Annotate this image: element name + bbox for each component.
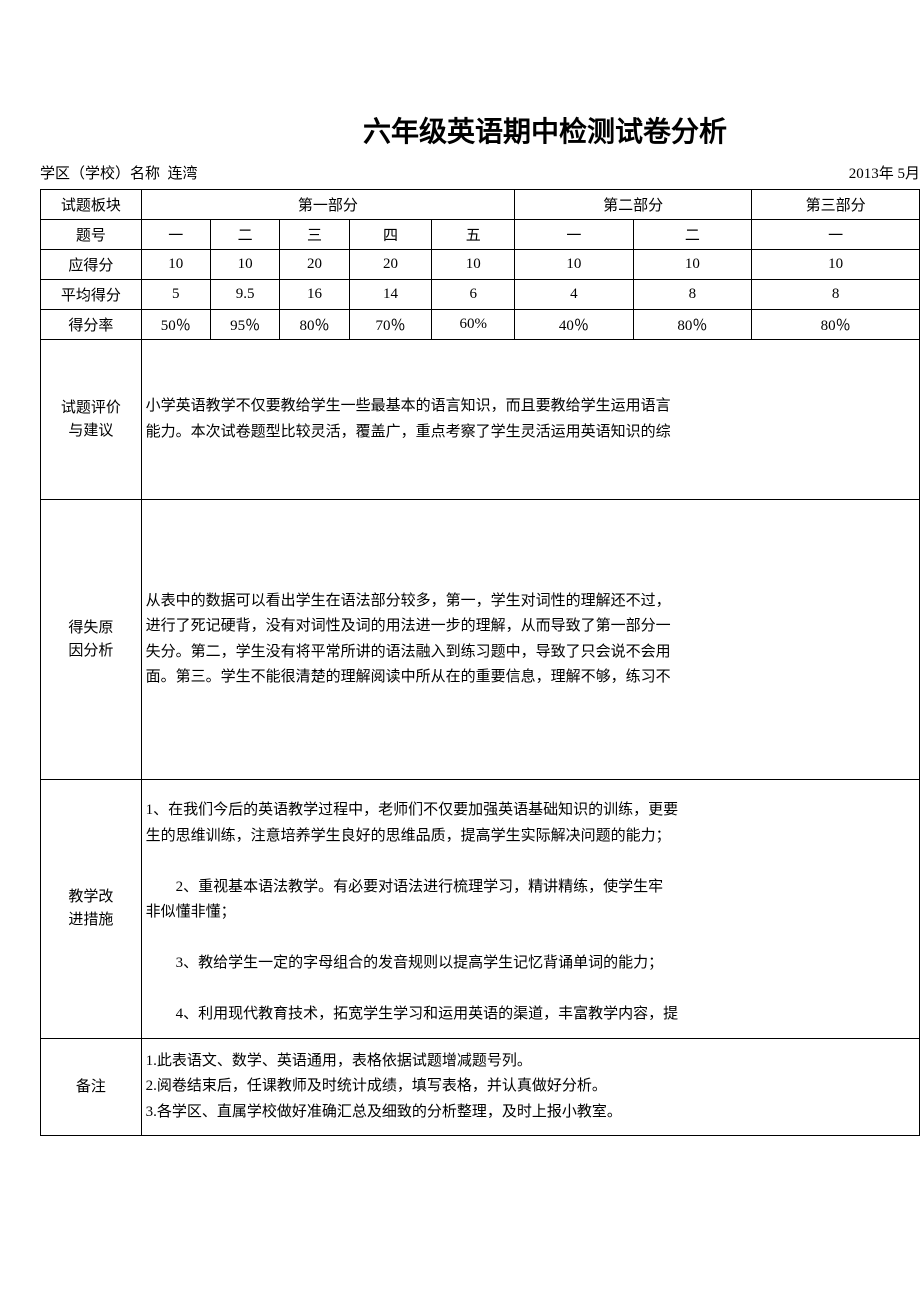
q-cell: 一 bbox=[752, 220, 920, 250]
q-cell: 二 bbox=[633, 220, 752, 250]
improve-line: 非似懂非懂； bbox=[146, 900, 913, 926]
part2-header: 第二部分 bbox=[515, 190, 752, 220]
improve-row: 教学改 进措施 1、在我们今后的英语教学过程中，老师们不仅要加强英语基础知识的训… bbox=[41, 780, 920, 1039]
rate-cell: 40％ bbox=[515, 310, 634, 340]
q-cell: 五 bbox=[432, 220, 515, 250]
q-cell: 四 bbox=[349, 220, 432, 250]
avg-cell: 8 bbox=[752, 280, 920, 310]
rate-row: 得分率 50％ 95％ 80％ 70％ 60% 40％ 80％ 80％ bbox=[41, 310, 920, 340]
cause-row: 得失原 因分析 从表中的数据可以看出学生在语法部分较多，第一，学生对词性的理解还… bbox=[41, 500, 920, 780]
section-header-row: 试题板块 第一部分 第二部分 第三部分 bbox=[41, 190, 920, 220]
improve-line: 1、在我们今后的英语教学过程中，老师们不仅要加强英语基础知识的训练，更要 bbox=[146, 798, 913, 824]
avg-cell: 4 bbox=[515, 280, 634, 310]
cause-label-l2: 因分析 bbox=[68, 643, 113, 659]
school-name: 连湾 bbox=[168, 166, 198, 182]
school-info: 学区（学校）名称 连湾 bbox=[40, 162, 198, 183]
avg-cell: 8 bbox=[633, 280, 752, 310]
rate-cell: 50％ bbox=[141, 310, 210, 340]
notes-line: 2.阅卷结束后，任课教师及时统计成绩，填写表格，并认真做好分析。 bbox=[146, 1074, 913, 1100]
full-score-label: 应得分 bbox=[41, 250, 142, 280]
evaluation-label: 试题评价 与建议 bbox=[41, 340, 142, 500]
q-cell: 二 bbox=[210, 220, 279, 250]
improve-body: 1、在我们今后的英语教学过程中，老师们不仅要加强英语基础知识的训练，更要 生的思… bbox=[141, 780, 919, 1039]
cause-line: 面。第三。学生不能很清楚的理解阅读中所从在的重要信息，理解不够，练习不 bbox=[146, 665, 913, 691]
cause-line: 从表中的数据可以看出学生在语法部分较多，第一，学生对词性的理解还不过， bbox=[146, 589, 913, 615]
score-cell: 10 bbox=[210, 250, 279, 280]
question-number-row: 题号 一 二 三 四 五 一 二 一 bbox=[41, 220, 920, 250]
improve-label-l1: 教学改 bbox=[68, 889, 113, 905]
improve-line: 4、利用现代教育技术，拓宽学生学习和运用英语的渠道，丰富教学内容，提 bbox=[146, 1002, 913, 1028]
improve-label: 教学改 进措施 bbox=[41, 780, 142, 1039]
avg-cell: 16 bbox=[280, 280, 349, 310]
avg-score-row: 平均得分 5 9.5 16 14 6 4 8 8 bbox=[41, 280, 920, 310]
notes-line: 3.各学区、直属学校做好准确汇总及细致的分析整理，及时上报小教室。 bbox=[146, 1100, 913, 1126]
cause-label-l1: 得失原 bbox=[68, 620, 113, 636]
rate-cell: 70％ bbox=[349, 310, 432, 340]
avg-cell: 9.5 bbox=[210, 280, 279, 310]
avg-cell: 14 bbox=[349, 280, 432, 310]
rate-cell: 60% bbox=[432, 310, 515, 340]
meta-row: 学区（学校）名称 连湾 2013年 5月 bbox=[40, 162, 920, 183]
avg-score-label: 平均得分 bbox=[41, 280, 142, 310]
page-title: 六年级英语期中检测试卷分析 bbox=[40, 110, 920, 150]
analysis-table: 试题板块 第一部分 第二部分 第三部分 题号 一 二 三 四 五 一 二 一 应… bbox=[40, 189, 920, 1136]
improve-label-l2: 进措施 bbox=[68, 912, 113, 928]
improve-line: 3、教给学生一定的字母组合的发音规则以提高学生记忆背诵单词的能力； bbox=[146, 951, 913, 977]
school-label: 学区（学校）名称 bbox=[40, 166, 160, 182]
part1-header: 第一部分 bbox=[141, 190, 514, 220]
avg-cell: 5 bbox=[141, 280, 210, 310]
eval-label-l2: 与建议 bbox=[68, 423, 113, 439]
cause-body: 从表中的数据可以看出学生在语法部分较多，第一，学生对词性的理解还不过， 进行了死… bbox=[141, 500, 919, 780]
cause-label: 得失原 因分析 bbox=[41, 500, 142, 780]
q-cell: 一 bbox=[515, 220, 634, 250]
q-cell: 一 bbox=[141, 220, 210, 250]
score-cell: 10 bbox=[752, 250, 920, 280]
date-info: 2013年 5月 bbox=[849, 162, 920, 183]
notes-label: 备注 bbox=[41, 1038, 142, 1136]
score-cell: 10 bbox=[633, 250, 752, 280]
score-cell: 10 bbox=[432, 250, 515, 280]
full-score-row: 应得分 10 10 20 20 10 10 10 10 bbox=[41, 250, 920, 280]
improve-line: 生的思维训练，注意培养学生良好的思维品质，提高学生实际解决问题的能力； bbox=[146, 824, 913, 850]
eval-line: 能力。本次试卷题型比较灵活，覆盖广，重点考察了学生灵活运用英语知识的综 bbox=[146, 420, 913, 446]
score-cell: 20 bbox=[349, 250, 432, 280]
avg-cell: 6 bbox=[432, 280, 515, 310]
rate-cell: 95％ bbox=[210, 310, 279, 340]
q-cell: 三 bbox=[280, 220, 349, 250]
evaluation-row: 试题评价 与建议 小学英语教学不仅要教给学生一些最基本的语言知识，而且要教给学生… bbox=[41, 340, 920, 500]
evaluation-body: 小学英语教学不仅要教给学生一些最基本的语言知识，而且要教给学生运用语言 能力。本… bbox=[141, 340, 919, 500]
section-label-cell: 试题板块 bbox=[41, 190, 142, 220]
notes-body: 1.此表语文、数学、英语通用，表格依据试题增减题号列。 2.阅卷结束后，任课教师… bbox=[141, 1038, 919, 1136]
notes-line: 1.此表语文、数学、英语通用，表格依据试题增减题号列。 bbox=[146, 1049, 913, 1075]
eval-label-l1: 试题评价 bbox=[61, 400, 121, 416]
eval-line: 小学英语教学不仅要教给学生一些最基本的语言知识，而且要教给学生运用语言 bbox=[146, 394, 913, 420]
rate-cell: 80％ bbox=[633, 310, 752, 340]
cause-line: 失分。第二，学生没有将平常所讲的语法融入到练习题中，导致了只会说不会用 bbox=[146, 640, 913, 666]
part3-header: 第三部分 bbox=[752, 190, 920, 220]
score-cell: 10 bbox=[141, 250, 210, 280]
question-label: 题号 bbox=[41, 220, 142, 250]
score-cell: 20 bbox=[280, 250, 349, 280]
score-cell: 10 bbox=[515, 250, 634, 280]
rate-cell: 80％ bbox=[280, 310, 349, 340]
improve-line: 2、重视基本语法教学。有必要对语法进行梳理学习，精讲精练，使学生牢 bbox=[146, 875, 913, 901]
rate-cell: 80％ bbox=[752, 310, 920, 340]
cause-line: 进行了死记硬背，没有对词性及词的用法进一步的理解，从而导致了第一部分一 bbox=[146, 614, 913, 640]
rate-label: 得分率 bbox=[41, 310, 142, 340]
notes-row: 备注 1.此表语文、数学、英语通用，表格依据试题增减题号列。 2.阅卷结束后，任… bbox=[41, 1038, 920, 1136]
